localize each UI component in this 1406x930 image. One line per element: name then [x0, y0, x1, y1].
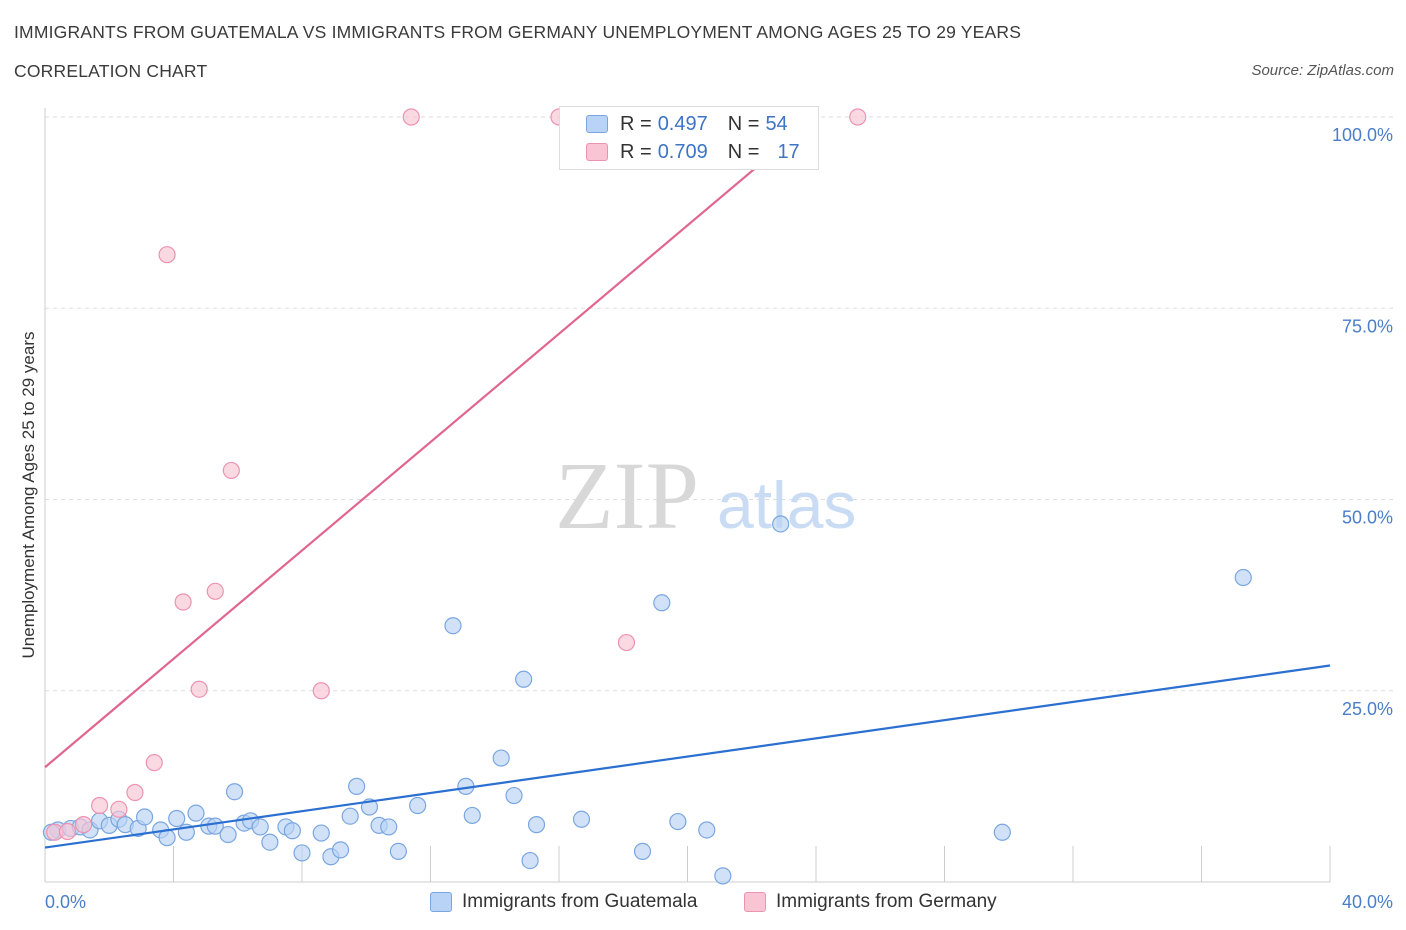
- bottom-legend-label-germany: Immigrants from Germany: [776, 891, 997, 912]
- point-germany: [206, 582, 224, 600]
- point-germany: [617, 633, 636, 652]
- bottom-legend-germany: Immigrants from Germany: [744, 890, 997, 914]
- point-guatemala: [409, 796, 427, 815]
- point-guatemala: [444, 617, 462, 635]
- point-germany: [91, 796, 109, 815]
- point-guatemala: [505, 786, 523, 805]
- trend-lines: [44, 116, 1331, 849]
- watermark-atlas: atlas: [717, 468, 856, 542]
- legend-row-guatemala: R = 0.497 N = 54: [586, 112, 788, 136]
- point-guatemala: [225, 783, 244, 801]
- legend-r-value: 0.497: [657, 112, 708, 135]
- point-guatemala: [993, 823, 1011, 841]
- legend-row-germany: R = 0.709 N = 17: [586, 140, 800, 164]
- bottom-legend-swatch-germany: [744, 892, 766, 912]
- point-guatemala: [572, 810, 591, 828]
- point-guatemala: [293, 844, 311, 862]
- legend-n-value: 17: [777, 140, 800, 163]
- point-guatemala: [187, 804, 205, 822]
- point-guatemala: [527, 816, 546, 834]
- point-guatemala: [1234, 568, 1252, 587]
- source-label: Source: ZipAtlas.com: [1251, 62, 1394, 79]
- point-germany: [174, 593, 192, 611]
- point-guatemala: [772, 515, 790, 533]
- point-guatemala: [261, 833, 279, 851]
- point-germany: [145, 754, 163, 772]
- point-germany: [849, 108, 867, 126]
- legend-swatch-guatemala: [586, 115, 608, 133]
- data-points: [42, 108, 1252, 885]
- legend-swatch-germany: [586, 143, 608, 161]
- point-guatemala: [341, 807, 359, 825]
- legend-r-label: R =: [620, 112, 652, 135]
- watermark-zip: ZIP: [555, 442, 699, 549]
- legend-r-value: 0.709: [657, 140, 708, 163]
- point-guatemala: [515, 670, 533, 688]
- point-guatemala: [283, 822, 301, 840]
- point-guatemala: [669, 812, 687, 831]
- point-guatemala: [521, 851, 539, 870]
- point-guatemala: [653, 594, 671, 612]
- grid-lines: [45, 116, 1395, 692]
- point-germany: [402, 108, 420, 126]
- tick-labels: 25.0% 50.0% 75.0% 100.0% 0.0% 40.0%: [45, 125, 1393, 912]
- point-germany: [110, 800, 128, 818]
- point-germany: [58, 822, 77, 841]
- trend-line-guatemala: [44, 664, 1331, 849]
- point-guatemala: [168, 809, 186, 828]
- axes: [44, 108, 1331, 883]
- point-guatemala: [135, 808, 154, 826]
- bottom-legend-label-guatemala: Immigrants from Guatemala: [462, 891, 698, 912]
- legend-n-value: 54: [765, 112, 788, 135]
- point-guatemala: [348, 777, 366, 795]
- bottom-legend-swatch-guatemala: [430, 892, 452, 912]
- point-germany: [190, 680, 208, 698]
- point-guatemala: [698, 821, 716, 839]
- point-guatemala: [389, 842, 407, 861]
- chart-subtitle: CORRELATION CHART: [14, 61, 208, 81]
- y-tick-label: 50.0%: [1342, 508, 1393, 528]
- correlation-legend: R = 0.497 N = 54 R = 0.709 N = 17: [559, 106, 819, 170]
- y-axis-label: Unemployment Among Ages 25 to 29 years: [19, 332, 38, 659]
- point-germany: [312, 682, 330, 700]
- point-guatemala: [633, 842, 652, 861]
- point-germany: [74, 816, 93, 834]
- point-germany: [158, 246, 176, 264]
- y-tick-label: 25.0%: [1342, 699, 1393, 719]
- y-tick-label: 100.0%: [1332, 125, 1393, 145]
- trend-line-germany: [44, 116, 817, 769]
- point-guatemala: [251, 818, 269, 836]
- y-tick-label: 75.0%: [1342, 316, 1393, 336]
- point-guatemala: [714, 867, 732, 885]
- x-tick-label: 0.0%: [45, 892, 86, 912]
- legend-n-label: N =: [727, 140, 760, 163]
- point-guatemala: [463, 806, 481, 825]
- legend-r-label: R =: [620, 140, 652, 163]
- point-guatemala: [219, 825, 237, 844]
- point-germany: [222, 461, 240, 480]
- x-tick-label: 40.0%: [1342, 892, 1393, 912]
- point-germany: [126, 783, 144, 802]
- chart-title: IMMIGRANTS FROM GUATEMALA VS IMMIGRANTS …: [14, 22, 1022, 42]
- legend-n-label: N =: [727, 112, 760, 135]
- point-guatemala: [492, 749, 510, 767]
- point-guatemala: [380, 818, 398, 836]
- point-guatemala: [331, 841, 350, 859]
- bottom-legend-guatemala: Immigrants from Guatemala: [430, 890, 697, 914]
- point-guatemala: [312, 824, 330, 842]
- watermark: ZIP atlas: [555, 442, 856, 549]
